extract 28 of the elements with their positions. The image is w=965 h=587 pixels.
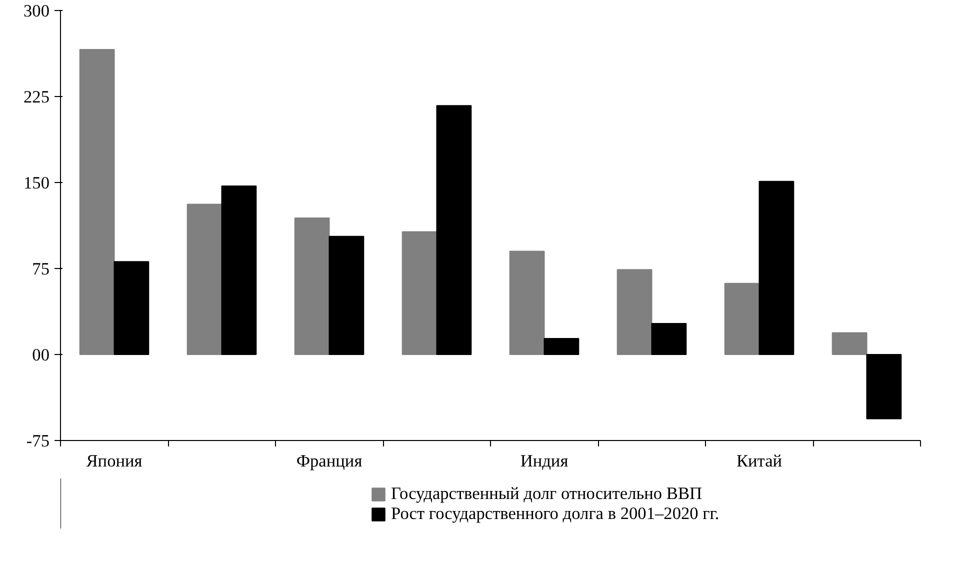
bar <box>832 332 868 355</box>
bar <box>294 218 330 355</box>
x-tick-label: Франция <box>296 452 362 470</box>
legend-label: Государственный долг относительно ВВП <box>391 484 702 504</box>
y-tick-label: 75 <box>32 260 50 278</box>
x-tick-label: Китай <box>736 452 782 470</box>
bar <box>544 338 580 355</box>
bar <box>328 236 364 355</box>
x-tick-label: Япония <box>86 452 142 470</box>
x-tick-label: Индия <box>520 452 568 470</box>
y-tick-label: 150 <box>24 174 50 192</box>
bar <box>221 185 257 355</box>
bar <box>79 48 115 355</box>
y-tick-label: -75 <box>26 432 50 450</box>
bar <box>724 282 760 355</box>
y-tick-label: 300 <box>24 2 50 20</box>
bar <box>186 204 222 355</box>
y-tick-label: 00 <box>32 346 50 364</box>
bar <box>114 261 150 355</box>
legend-label: Рост государственного долга в 2001–2020 гг. <box>391 504 720 524</box>
bar <box>866 354 902 420</box>
y-tick-label: 225 <box>24 88 50 106</box>
bar <box>436 105 472 355</box>
bar <box>651 323 687 355</box>
bar <box>616 269 652 355</box>
bar <box>509 250 545 355</box>
bar <box>402 231 438 355</box>
bar <box>758 180 794 355</box>
